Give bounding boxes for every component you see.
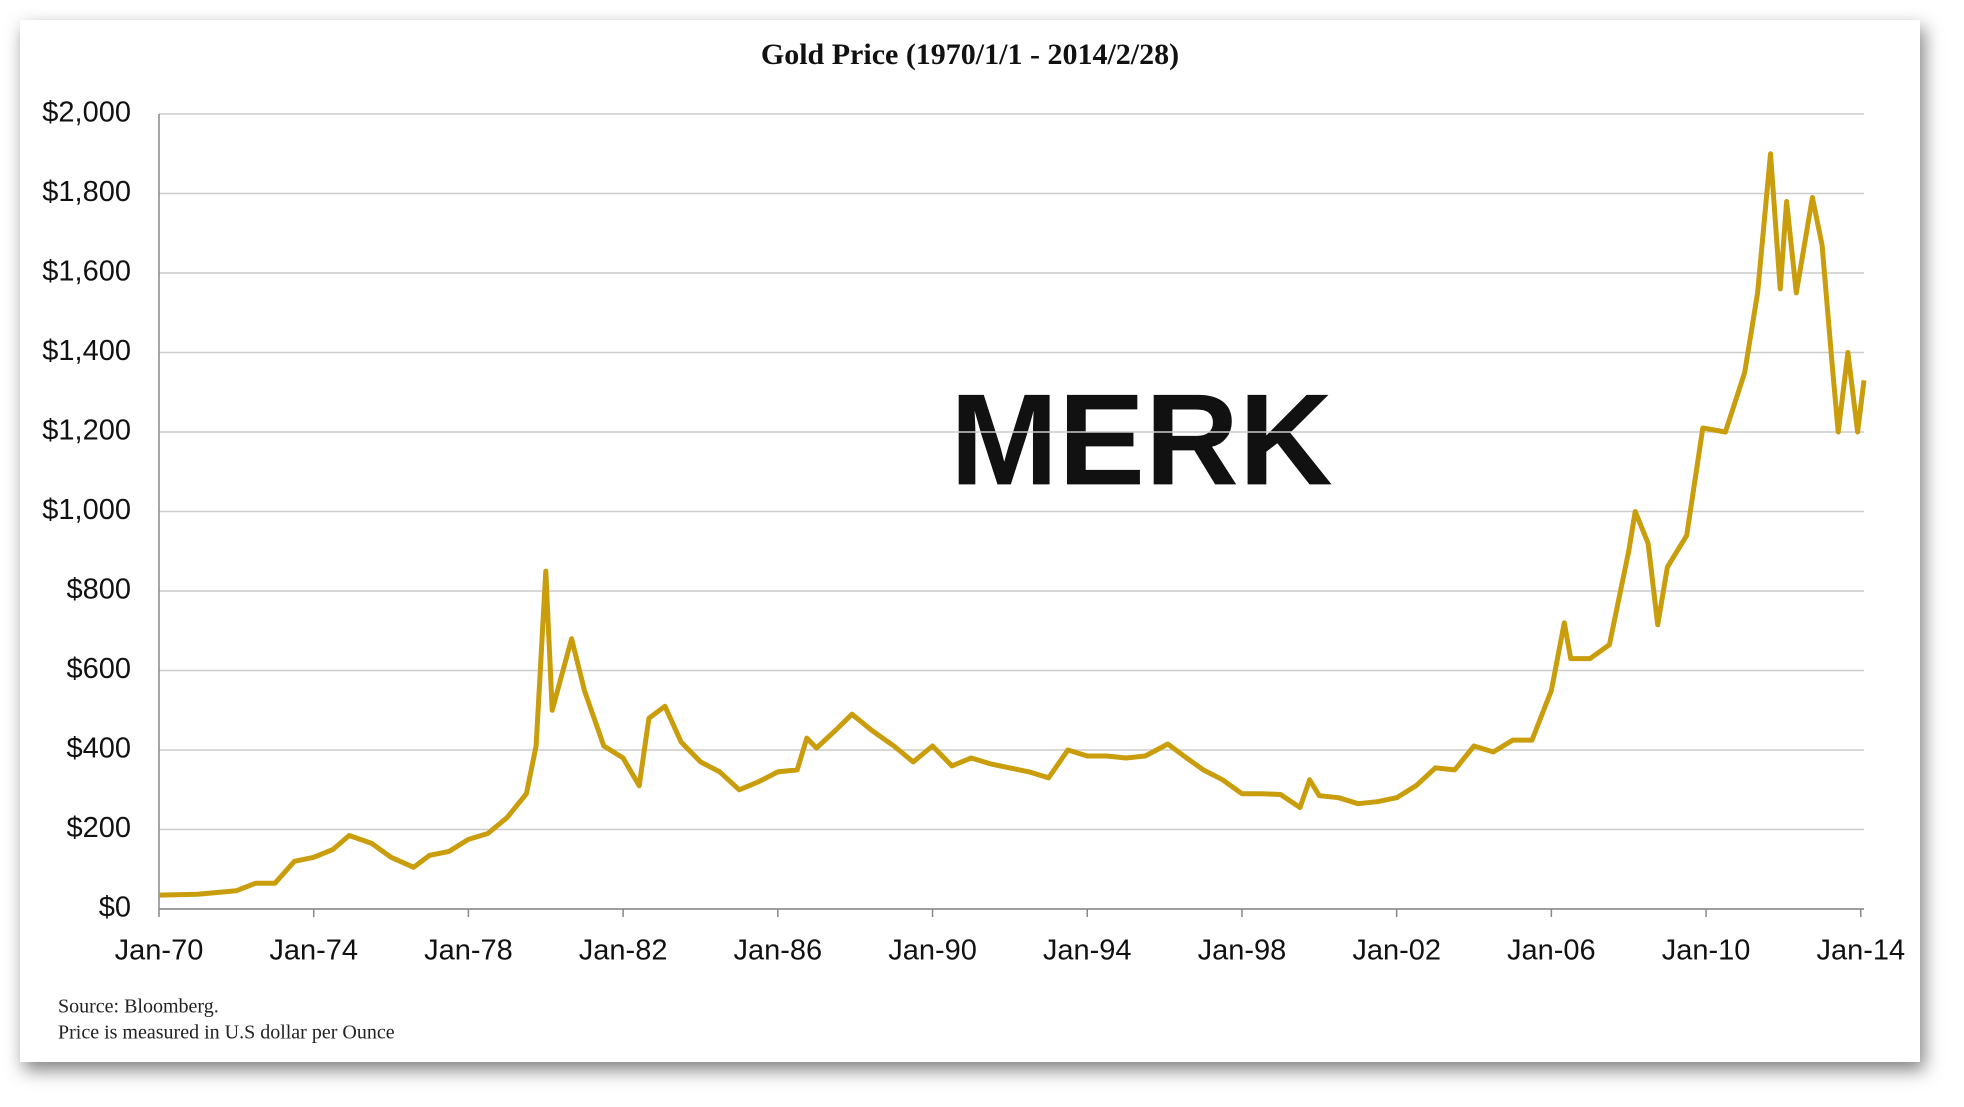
x-tick-label: Jan-74 (269, 935, 358, 967)
y-tick-label: $1,000 (42, 494, 131, 526)
chart-title: Gold Price (1970/1/1 - 2014/2/28) (761, 38, 1179, 71)
y-tick-label: $1,400 (42, 335, 131, 367)
x-tick-label: Jan-90 (888, 935, 977, 967)
x-tick-label: Jan-70 (115, 935, 204, 967)
price-line (158, 151, 1867, 898)
y-tick-label: $600 (66, 653, 131, 685)
y-tick-label: $200 (66, 812, 131, 844)
y-tick-label: $2,000 (42, 97, 131, 129)
y-tick-label: $1,600 (42, 256, 131, 288)
x-tick-label: Jan-06 (1507, 935, 1596, 967)
x-tick-label: Jan-14 (1816, 935, 1905, 967)
y-tick-label: $800 (66, 574, 131, 606)
x-tick-label: Jan-78 (424, 935, 513, 967)
y-tick-label: $0 (99, 892, 131, 924)
x-tick-label: Jan-86 (733, 935, 822, 967)
unit-note: Price is measured in U.S dollar per Ounc… (58, 1022, 395, 1044)
y-tick-label: $400 (66, 733, 131, 765)
x-tick-label: Jan-98 (1198, 935, 1287, 967)
card (20, 20, 1920, 1062)
x-tick-label: Jan-02 (1352, 935, 1441, 967)
watermark: MERK (950, 366, 1333, 512)
y-tick-label: $1,200 (42, 415, 131, 447)
x-tick-label: Jan-94 (1043, 935, 1132, 967)
x-tick-label: Jan-10 (1662, 935, 1751, 967)
source-note: Source: Bloomberg. (58, 996, 219, 1018)
y-tick-label: $1,800 (42, 176, 131, 208)
x-tick-label: Jan-82 (579, 935, 668, 967)
